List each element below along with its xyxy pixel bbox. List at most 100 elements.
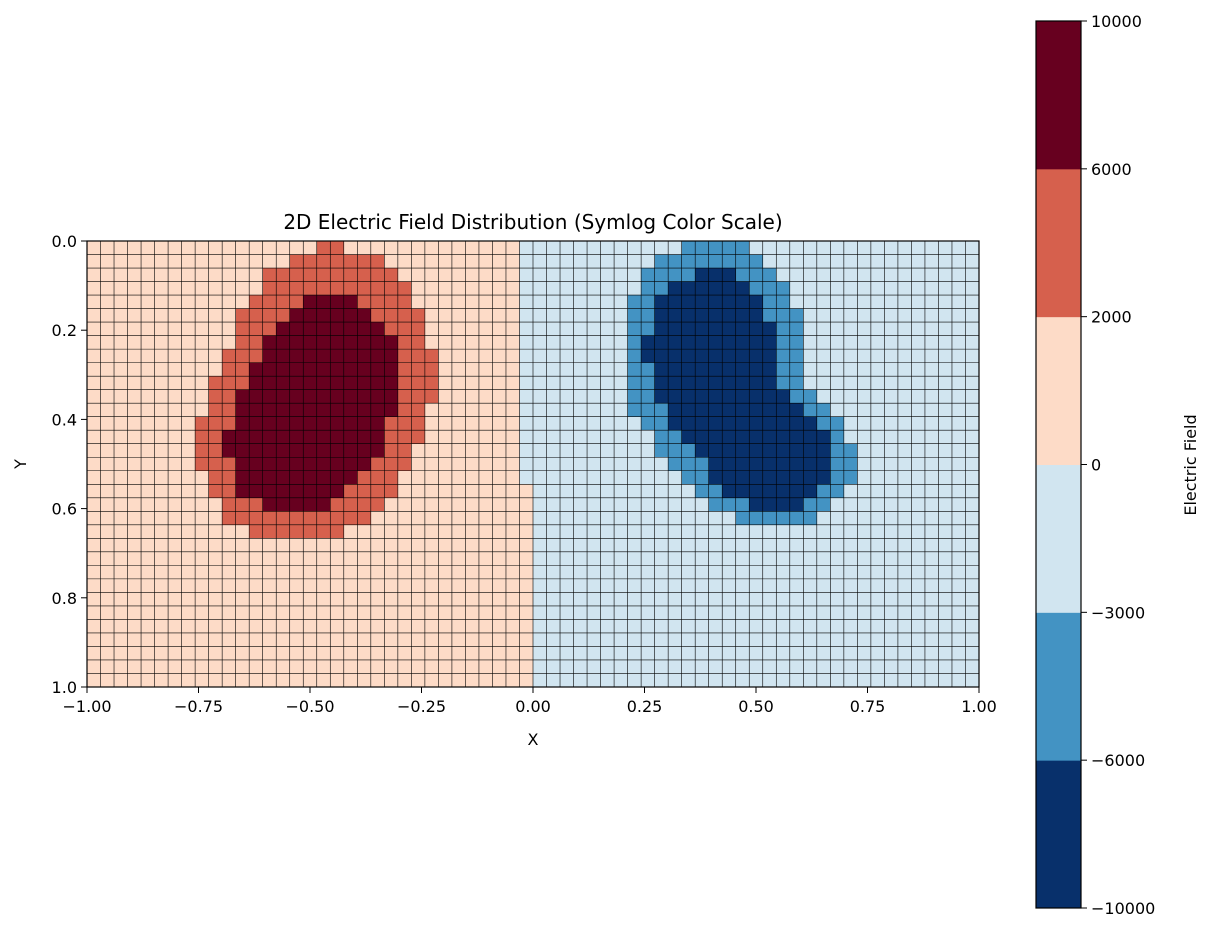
heatmap-cell [519, 484, 534, 499]
heatmap-cell [397, 295, 412, 309]
heatmap-cell [708, 376, 723, 391]
heatmap-cell [141, 659, 155, 674]
heatmap-cell [654, 565, 669, 580]
heatmap-cell [411, 470, 426, 485]
heatmap-cell [681, 578, 696, 593]
heatmap-cell [695, 268, 710, 282]
heatmap-cell [533, 254, 547, 269]
heatmap-cell [208, 349, 223, 364]
heatmap-cell [100, 416, 115, 431]
heatmap-cell [560, 268, 574, 282]
heatmap-cell [168, 551, 183, 566]
heatmap-cell [289, 376, 304, 391]
heatmap-cell [438, 578, 453, 593]
heatmap-cell [289, 416, 304, 431]
heatmap-cell [681, 659, 696, 674]
heatmap-cell [438, 416, 453, 431]
heatmap-cell [911, 538, 926, 553]
heatmap-cell [708, 430, 723, 445]
heatmap-cell [478, 416, 493, 431]
heatmap-cell [722, 308, 737, 323]
heatmap-cell [316, 295, 331, 309]
heatmap-cell [249, 605, 264, 620]
heatmap-cell [762, 511, 777, 526]
heatmap-cell [235, 565, 250, 580]
heatmap-cell [384, 443, 399, 458]
heatmap-cell [857, 592, 872, 607]
heatmap-cell [384, 470, 399, 485]
heatmap-cell [762, 362, 777, 377]
heatmap-cell [451, 659, 466, 674]
heatmap-cell [276, 659, 291, 674]
heatmap-cell [370, 308, 385, 323]
heatmap-cell [600, 376, 615, 391]
heatmap-cell [924, 349, 939, 364]
heatmap-cell [722, 281, 737, 296]
heatmap-cell [289, 281, 304, 296]
heatmap-cell [762, 376, 777, 391]
heatmap-cell [870, 659, 885, 674]
heatmap-cell [181, 565, 196, 580]
heatmap-cell [816, 524, 831, 539]
heatmap-cell [708, 457, 723, 472]
heatmap-cell [965, 551, 980, 566]
heatmap-cell [762, 268, 777, 282]
heatmap-cell [587, 646, 601, 661]
heatmap-cell [884, 416, 899, 431]
heatmap-cell [816, 659, 831, 674]
heatmap-cell [560, 484, 574, 499]
heatmap-cell [249, 268, 264, 282]
heatmap-cell [546, 605, 561, 620]
heatmap-cell [776, 376, 791, 391]
heatmap-cell [573, 632, 588, 647]
heatmap-cell [560, 659, 574, 674]
heatmap-cell [411, 349, 426, 364]
heatmap-cell [316, 524, 331, 539]
heatmap-cell [722, 538, 737, 553]
heatmap-cell [843, 565, 858, 580]
heatmap-cell [681, 605, 696, 620]
heatmap-cell [465, 646, 480, 661]
heatmap-cell [438, 241, 453, 255]
heatmap-cell [749, 349, 764, 364]
heatmap-cell [465, 538, 480, 553]
heatmap-cell [668, 646, 683, 661]
heatmap-cell [357, 538, 372, 553]
heatmap-cell [614, 619, 629, 634]
heatmap-cell [276, 268, 291, 282]
heatmap-cell [127, 578, 142, 593]
heatmap-cell [505, 376, 520, 391]
heatmap-cell [546, 281, 561, 296]
heatmap-cell [181, 497, 196, 512]
heatmap-cell [114, 457, 128, 472]
heatmap-cell [857, 646, 872, 661]
heatmap-cell [776, 268, 791, 282]
heatmap-cell [289, 605, 304, 620]
heatmap-cell [533, 619, 547, 634]
heatmap-cell [884, 619, 899, 634]
heatmap-cell [884, 457, 899, 472]
heatmap-cell [114, 511, 128, 526]
heatmap-cell [884, 335, 899, 350]
heatmap-cell [465, 551, 480, 566]
heatmap-cell [370, 254, 385, 269]
heatmap-cell [681, 268, 696, 282]
heatmap-cell [519, 403, 534, 418]
heatmap-cell [114, 254, 128, 269]
heatmap-cell [681, 362, 696, 377]
heatmap-cell [587, 538, 601, 553]
heatmap-cell [654, 646, 669, 661]
heatmap-cell [897, 254, 912, 269]
heatmap-cell [222, 389, 237, 404]
heatmap-cell [830, 470, 845, 485]
heatmap-cell [127, 295, 142, 309]
heatmap-cell [114, 443, 128, 458]
heatmap-cell [370, 470, 385, 485]
heatmap-cell [884, 484, 899, 499]
heatmap-cell [451, 349, 466, 364]
heatmap-cell [424, 497, 439, 512]
heatmap-cell [505, 592, 520, 607]
heatmap-cell [438, 376, 453, 391]
heatmap-cell [330, 524, 345, 539]
heatmap-cell [951, 362, 966, 377]
